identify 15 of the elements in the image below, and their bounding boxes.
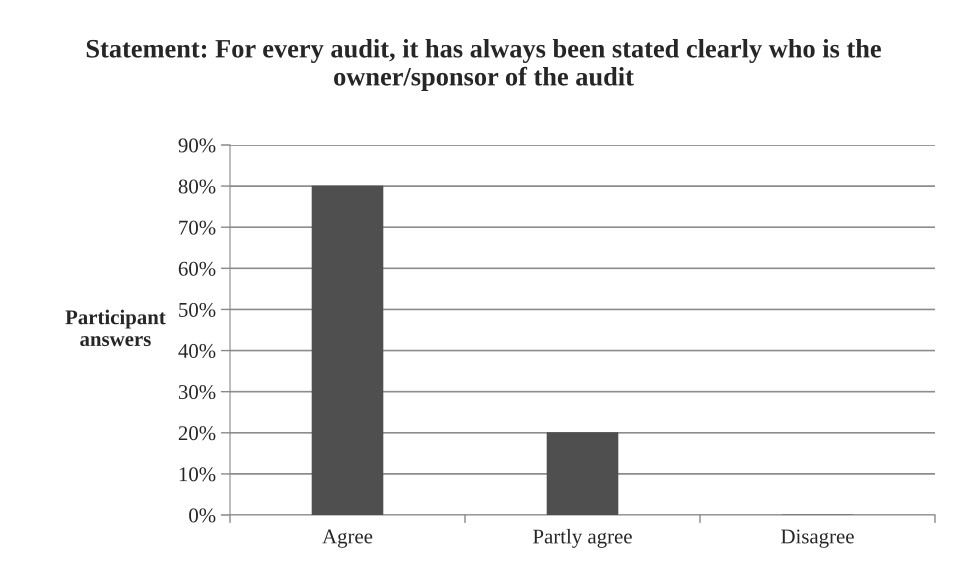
x-tick-label: Agree xyxy=(322,530,372,548)
y-tick-label: 90% xyxy=(178,138,216,152)
x-tick-label: Partly agree xyxy=(533,528,632,548)
y-tick-label: 60% xyxy=(178,262,216,276)
y-tick-label: 0% xyxy=(189,508,216,522)
y-tick-label: 30% xyxy=(178,385,216,400)
chart-title: Statement: For every audit, it has always been stated clearly who is the owner/sponsor of the audit xyxy=(86,39,881,91)
y-axis-title: Participant answers xyxy=(65,310,166,346)
y-tick-label: 10% xyxy=(180,467,216,482)
y-tick-label: 70% xyxy=(179,220,216,235)
y-tick-label: 40% xyxy=(178,344,216,358)
y-tick-label: 80% xyxy=(178,179,216,194)
y-tick-label: 50% xyxy=(179,302,216,317)
x-tick-label: Disagree xyxy=(781,529,854,548)
y-tick-label: 20% xyxy=(178,426,216,440)
